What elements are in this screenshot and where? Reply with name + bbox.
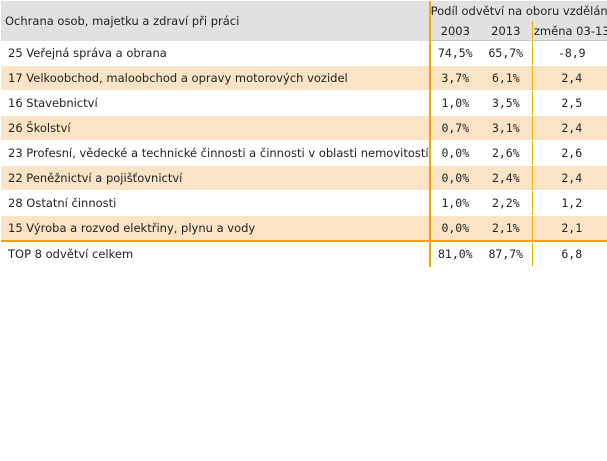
row-label: 16 Stavebnictví [1, 90, 430, 116]
total-label: TOP 8 odvětví celkem [1, 240, 430, 267]
cell-2013: 2,6% [479, 140, 533, 166]
cell-2003: 1,0% [428, 190, 480, 216]
cell-2013: 3,1% [479, 115, 533, 141]
cell-change: 2,4 [531, 65, 607, 91]
row-label: 23 Profesní, vědecké a technické činnost… [1, 140, 430, 166]
total-row: TOP 8 odvětví celkem 81,0% 87,7% 6,8 [1, 240, 607, 267]
cell-2003: 0,7% [428, 115, 480, 141]
table-row: 28 Ostatní činnosti 1,0% 2,2% 1,2 [1, 190, 607, 216]
sector-share-table: Ochrana osob, majetku a zdraví při práci… [1, 1, 607, 267]
cell-2003: 74,5% [428, 40, 480, 66]
cell-change: -8,9 [531, 40, 607, 66]
header-row-years: 2003 2013 změna 03-13 [1, 21, 607, 41]
cell-change: 2,6 [531, 140, 607, 166]
row-label: 17 Velkoobchod, maloobchod a opravy moto… [1, 65, 430, 91]
cell-2003: 3,7% [428, 65, 480, 91]
cell-2013: 3,5% [479, 90, 533, 116]
row-label: 22 Peněžnictví a pojišťovnictví [1, 165, 430, 191]
table-row: 16 Stavebnictví 1,0% 3,5% 2,5 [1, 90, 607, 116]
table-row: 22 Peněžnictví a pojišťovnictví 0,0% 2,4… [1, 165, 607, 191]
table-row: 26 Školství 0,7% 3,1% 2,4 [1, 115, 607, 141]
column-header-2003: 2003 [428, 21, 480, 41]
row-label: 28 Ostatní činnosti [1, 190, 430, 216]
cell-2013: 2,4% [479, 165, 533, 191]
cell-2003: 0,0% [428, 215, 480, 242]
cell-change: 2,1 [531, 215, 607, 242]
cell-2013: 2,2% [479, 190, 533, 216]
total-2003: 81,0% [428, 240, 480, 267]
cell-2003: 0,0% [428, 140, 480, 166]
cell-2003: 1,0% [428, 90, 480, 116]
cell-2013: 6,1% [479, 65, 533, 91]
group-header: Podíl odvětví na oboru vzdělání [428, 1, 607, 21]
cell-change: 2,5 [531, 90, 607, 116]
cell-2013: 65,7% [479, 40, 533, 66]
cell-change: 1,2 [531, 190, 607, 216]
cell-2013: 2,1% [479, 215, 533, 242]
column-header-change: změna 03-13 [531, 21, 607, 41]
total-2013: 87,7% [479, 240, 533, 267]
table-row: 15 Výroba a rozvod elektřiny, plynu a vo… [1, 215, 607, 242]
cell-change: 2,4 [531, 165, 607, 191]
row-label: 25 Veřejná správa a obrana [1, 40, 430, 66]
cell-2003: 0,0% [428, 165, 480, 191]
row-label: 15 Výroba a rozvod elektřiny, plynu a vo… [1, 215, 430, 242]
table-row: 25 Veřejná správa a obrana 74,5% 65,7% -… [1, 40, 607, 66]
column-header-2013: 2013 [479, 21, 533, 41]
header-row-top: Ochrana osob, majetku a zdraví při práci… [1, 1, 607, 41]
total-change: 6,8 [531, 240, 607, 267]
table-row: 17 Velkoobchod, maloobchod a opravy moto… [1, 65, 607, 91]
cell-change: 2,4 [531, 115, 607, 141]
table-row: 23 Profesní, vědecké a technické činnost… [1, 140, 607, 166]
table-title: Ochrana osob, majetku a zdraví při práci [1, 1, 430, 41]
row-label: 26 Školství [1, 115, 430, 141]
